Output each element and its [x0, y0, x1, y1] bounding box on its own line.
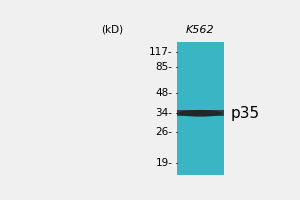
Text: 117-: 117- — [149, 47, 172, 57]
Text: 34-: 34- — [155, 108, 172, 118]
Text: 26-: 26- — [155, 127, 172, 137]
Text: 19-: 19- — [155, 158, 172, 168]
Text: K562: K562 — [186, 25, 214, 35]
Bar — [177, 42, 224, 175]
Bar — [177, 110, 224, 116]
Text: 48-: 48- — [155, 88, 172, 98]
Text: p35: p35 — [230, 106, 260, 121]
Text: 85-: 85- — [155, 62, 172, 72]
Text: (kD): (kD) — [101, 25, 124, 35]
Ellipse shape — [178, 110, 222, 117]
